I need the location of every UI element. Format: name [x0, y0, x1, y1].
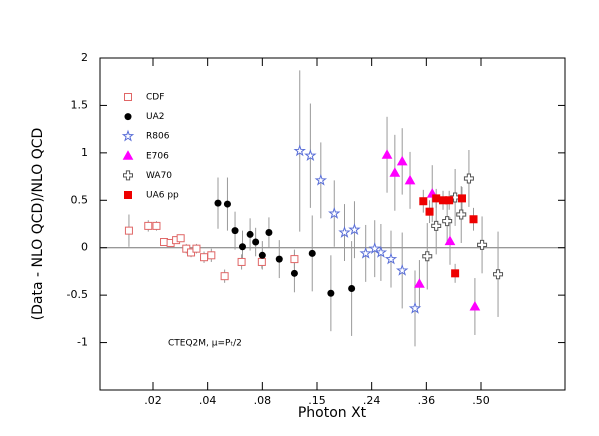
- data-point: [422, 251, 433, 262]
- data-point: [338, 226, 351, 238]
- data-point: [493, 269, 504, 280]
- data-point: [290, 269, 298, 277]
- data-point: [396, 155, 408, 166]
- y-tick-label: 0: [81, 241, 88, 254]
- data-point: [152, 221, 161, 230]
- data-point: [457, 194, 466, 203]
- data-point: [192, 244, 201, 253]
- data-point: [414, 278, 425, 288]
- legend-label: CDF: [146, 93, 164, 103]
- data-point: [275, 255, 283, 263]
- x-tick-label: .08: [254, 394, 272, 407]
- x-axis-label: Photon Xt: [298, 405, 367, 421]
- data-point: [419, 197, 428, 206]
- data-point: [425, 207, 434, 216]
- legend-label: WA70: [146, 171, 172, 181]
- plot-frame: [99, 57, 566, 391]
- data-point: [381, 149, 393, 159]
- data-point: [237, 257, 246, 266]
- data-point: [348, 285, 356, 293]
- data-point: [223, 200, 231, 208]
- legend-label: UA2: [146, 112, 164, 122]
- legend-marker: [124, 191, 132, 199]
- data-point: [258, 251, 266, 259]
- data-point: [314, 173, 328, 186]
- legend-label: UA6 pp: [146, 191, 179, 201]
- data-point: [214, 199, 222, 207]
- data-point: [257, 257, 266, 266]
- legend-marker: [124, 113, 132, 121]
- data-point: [160, 238, 169, 247]
- legend-marker: [122, 150, 134, 160]
- data-point: [456, 209, 467, 220]
- data-point: [359, 246, 372, 259]
- y-tick-label: -0.5: [67, 288, 88, 301]
- y-tick-label: 0.5: [71, 193, 89, 206]
- data-point: [444, 235, 456, 246]
- data-point: [308, 249, 316, 257]
- data-point: [442, 216, 453, 227]
- data-point: [451, 269, 460, 278]
- x-tick-label: .24: [363, 394, 381, 407]
- x-tick-label: .36: [418, 394, 436, 407]
- data-point: [327, 289, 335, 297]
- data-point: [252, 238, 260, 246]
- y-tick-label: -1: [77, 336, 88, 349]
- data-point: [368, 242, 381, 254]
- data-point: [265, 229, 273, 237]
- data-point: [477, 239, 488, 250]
- data-point: [328, 207, 341, 219]
- data-point: [207, 251, 216, 260]
- data-point: [463, 173, 474, 184]
- x-tick-label: .04: [199, 394, 217, 407]
- data-point: [408, 301, 422, 314]
- x-tick-label: .02: [144, 394, 162, 407]
- data-point: [374, 245, 388, 258]
- data-point: [469, 215, 478, 224]
- data-point: [231, 227, 239, 235]
- data-point: [238, 243, 246, 251]
- annotation: CTEQ2M, μ=Pₜ/2: [168, 339, 242, 349]
- data-point: [432, 194, 441, 203]
- data-point: [293, 144, 306, 157]
- data-point: [348, 223, 361, 235]
- x-tick-label: .50: [472, 394, 490, 407]
- y-tick-label: 1.5: [71, 98, 89, 111]
- x-tick-label: .15: [308, 394, 326, 407]
- legend-marker: [123, 170, 133, 181]
- data-point: [200, 253, 209, 262]
- legend-marker: [124, 93, 132, 101]
- data-point: [404, 174, 416, 185]
- data-point: [304, 149, 317, 161]
- data-point: [246, 230, 254, 238]
- data-point: [395, 263, 409, 276]
- data-point: [450, 192, 461, 203]
- data-point: [176, 234, 185, 243]
- data-point: [220, 272, 229, 281]
- data-point: [389, 167, 401, 177]
- legend-marker: [121, 129, 135, 142]
- data-point: [469, 301, 481, 311]
- data-point: [445, 196, 454, 205]
- y-axis-label: (Data - NLO QCD)/NLO QCD: [30, 128, 46, 321]
- data-point: [384, 252, 398, 265]
- y-tick-label: 1: [81, 146, 88, 159]
- legend-label: R806: [146, 132, 170, 142]
- legend-label: E706: [146, 151, 169, 161]
- data-point: [144, 221, 153, 230]
- data-point: [290, 255, 299, 264]
- data-point: [431, 220, 442, 231]
- y-tick-label: 2: [81, 51, 88, 64]
- data-point: [124, 226, 133, 235]
